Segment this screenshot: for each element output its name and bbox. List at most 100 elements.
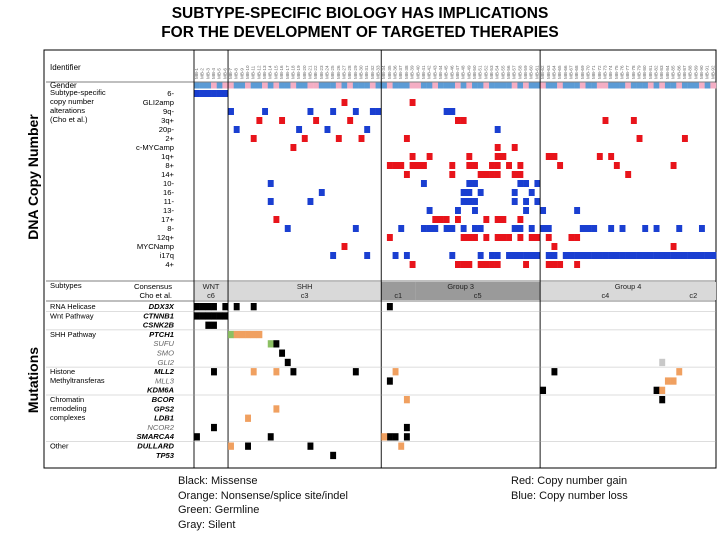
gender-cell [335,82,342,89]
cn-cell-loss [364,252,371,259]
cn-cell-gain [472,162,478,169]
sample-id-label: MB-7 [228,68,233,79]
gender-cell [392,82,399,89]
sample-id-label: MB-89 [693,65,698,79]
cn-cell-loss [472,198,478,205]
cn-row-label: GLI2amp [143,98,174,107]
sample-id-label: MB-61 [534,65,539,79]
cn-cell-loss [403,252,410,259]
cn-cell-loss [585,252,592,259]
gender-cell [426,82,433,89]
sample-id-label: MB-68 [574,65,579,79]
cn-cell-loss [545,252,552,259]
cn-cell-loss [511,225,518,232]
cn-cell-gain [250,135,257,142]
cn-cell-gain [506,162,512,169]
cn-row-label: MYCNamp [137,242,174,251]
cn-cell-loss [420,225,427,232]
mutation-cell-germline [267,340,274,348]
gender-cell [670,82,677,89]
sample-id-label: MB-60 [529,65,534,79]
mutation-cell-missense [540,386,547,394]
gender-cell [687,82,694,89]
cn-cell-loss [659,252,666,259]
sample-id-label: MB-39 [410,65,415,79]
cn-cell-loss [523,207,530,214]
sample-id-label: MB-90 [699,65,704,79]
cn-section-label: alterations [50,106,85,115]
cn-cell-loss [528,189,535,196]
mutation-cell-nonsense [676,368,683,376]
cn-cell-loss [375,108,382,115]
gender-cell [710,82,717,89]
cn-row-label: 10- [163,179,174,188]
gender-cell [375,82,382,89]
gender-cell [194,82,200,89]
cn-cell-gain [347,117,354,124]
sample-id-label: MB-25 [330,65,335,79]
legend-germline: Green: Germline [178,504,260,516]
cn-cell-gain [517,171,524,178]
cn-cell-gain [608,153,615,160]
cn-cell-loss [540,207,547,214]
cn-section-label: (Cho et al.) [50,115,88,124]
cn-cell-gain [398,162,405,169]
gender-cell [625,82,632,89]
gene-label: TP53 [156,451,175,460]
mutation-cell-missense [194,433,200,441]
gene-label: NCOR2 [147,423,174,432]
gender-cell [443,82,450,89]
gender-cell [455,82,461,89]
gender-cell [216,82,223,89]
gender-cell [534,82,541,89]
sample-id-label: MB-58 [517,65,522,79]
cn-cell-gain [494,234,501,241]
cn-section-label: Subtype-specific [50,88,106,97]
cho-shade [415,282,541,300]
cn-cell-gain [466,261,473,268]
cn-cell-loss [676,252,683,259]
cn-cell-gain [517,216,524,223]
mutation-cell-missense [273,340,280,348]
gene-label: SMO [157,349,174,358]
cn-cell-gain [545,234,552,241]
cn-cell-loss [523,252,530,259]
gender-cell [477,82,484,89]
cn-cell-loss [443,108,450,115]
cn-row-label: 2+ [165,134,174,143]
gender-cell [619,82,626,89]
mutation-cell-missense [290,368,297,376]
cn-row-label: 12q+ [157,233,175,242]
mutation-cell-missense [386,377,393,385]
cn-cell-gain [557,261,564,268]
cn-row-label: 8+ [165,161,174,170]
cn-cell-loss [352,225,359,232]
sample-id-label: MB-48 [461,65,466,79]
cn-cell-gain [455,117,461,124]
cn-cell-loss [472,180,478,187]
cn-cell-gain [279,117,286,124]
gender-cell [636,82,643,89]
sample-id-label: MB-49 [466,65,471,79]
mutation-cell-missense [284,358,291,367]
cn-cell-gain [636,135,643,142]
cn-cell-gain [557,162,564,169]
cn-cell-loss [608,252,615,259]
mutation-cell-missense [551,368,558,376]
mutation-category-label: Other [50,442,69,451]
cn-row-label: 6- [167,89,174,98]
cn-cell-loss [676,225,683,232]
consensus-group-label: Group 3 [447,282,474,291]
gene-label: MLL2 [154,367,175,376]
mutation-cell-nonsense [381,433,388,441]
cn-cell-loss [551,252,558,259]
cn-cell-loss [596,252,603,259]
gender-cell [284,82,291,89]
legend-gain: Red: Copy number gain [511,475,628,487]
cn-cell-gain [517,234,524,241]
sample-id-label: MB-84 [665,65,670,79]
cn-row-label: 13- [163,206,174,215]
mutation-cell-missense [403,423,410,432]
mutation-cell-missense [194,312,200,320]
sample-id-label: MB-20 [302,65,307,79]
